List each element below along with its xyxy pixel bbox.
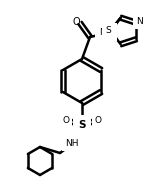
Text: O: O — [72, 17, 80, 27]
Text: N: N — [136, 17, 143, 26]
Text: O: O — [94, 116, 102, 124]
Text: NH: NH — [65, 139, 79, 147]
Text: NH: NH — [99, 28, 113, 36]
Text: S: S — [78, 120, 86, 130]
Text: O: O — [62, 116, 70, 124]
Text: S: S — [105, 25, 111, 34]
